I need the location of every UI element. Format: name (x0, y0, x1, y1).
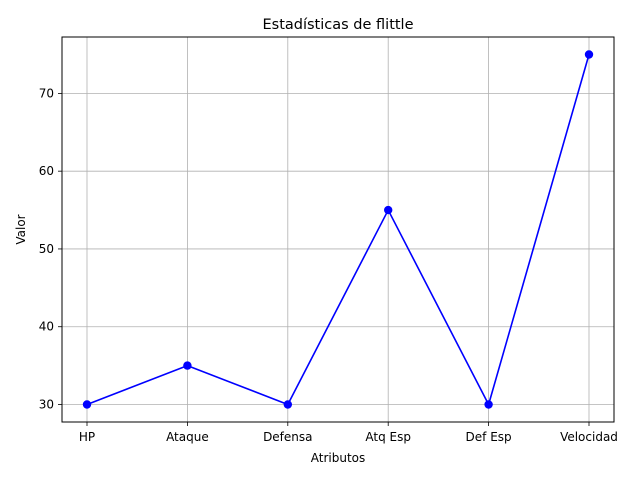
plot-frame (61, 36, 615, 423)
x-tick-label: Defensa (263, 430, 312, 444)
data-point (484, 400, 493, 409)
y-axis-label: Valor (14, 214, 28, 244)
x-tick-label: HP (79, 430, 95, 444)
data-point (283, 400, 292, 409)
data-point (384, 205, 393, 215)
x-tick-label: Ataque (166, 430, 209, 444)
series-layer (82, 50, 594, 409)
y-tick-label: 60 (39, 164, 54, 178)
data-point (584, 50, 594, 59)
x-axis-label: Atributos (311, 451, 366, 465)
axes: HP Ataque Defensa Atq Esp Def Esp Velocidad 30… (39, 86, 618, 444)
chart-title: Estadísticas de flittle (262, 17, 413, 33)
x-tick-label: Atq Esp (365, 430, 411, 444)
x-tick-label: Velocidad (560, 430, 618, 444)
data-point (82, 400, 92, 409)
grid (62, 37, 614, 422)
y-tick-label: 70 (39, 86, 54, 100)
series-line (86, 54, 590, 406)
y-tick-label: 50 (39, 242, 54, 256)
y-tick-label: 40 (39, 320, 54, 334)
data-point (183, 361, 192, 370)
x-tick-label: Def Esp (466, 430, 512, 444)
y-tick-label: 30 (39, 398, 54, 412)
